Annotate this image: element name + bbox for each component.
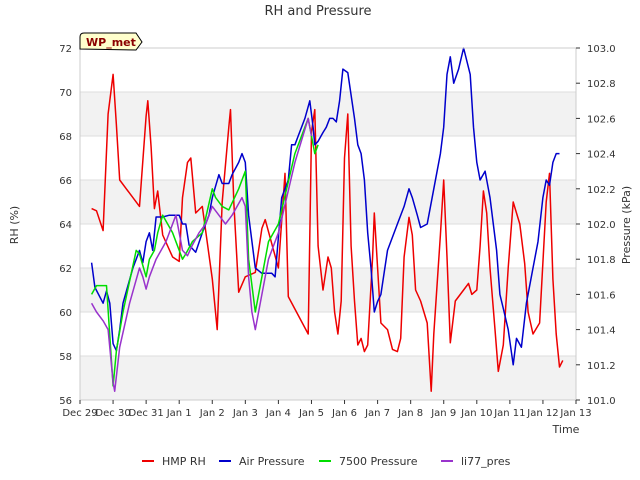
y2-tick-label: 101.0 [587,396,616,407]
y2-tick-label: 103.0 [587,44,616,55]
series-line-hmp-rh [91,73,564,392]
series-line-li77-pres [90,117,313,392]
series-line-air-pressure [90,47,560,366]
x-tick-label: Jan 12 [526,408,558,419]
series-lines [90,47,564,392]
y2-axis-ticks: 101.0 101.2 101.4 101.6 101.8 102.0 102.2 102.4… [576,44,616,407]
x-tick-label: Jan 9 [430,408,456,419]
x-tick-label: Jan 3 [232,408,258,419]
station-label: WP_met [86,36,136,49]
legend-label-li77-pres: li77_pres [461,455,511,468]
y-tick-label: 72 [59,44,72,55]
y-tick-label: 56 [59,396,72,407]
x-tick-label: Dec 31 [129,408,164,419]
y-tick-label: 66 [59,176,72,187]
y2-tick-label: 101.6 [587,290,616,301]
x-tick-label: Jan 10 [460,408,492,419]
y2-tick-label: 102.8 [587,79,616,90]
x-tick-label: Jan 1 [166,408,192,419]
legend: HMP RH Air Pressure 7500 Pressure li77_pres [142,455,511,468]
legend-label-hmp-rh: HMP RH [162,455,206,468]
legend-label-air-pressure: Air Pressure [239,455,305,468]
y2-axis-label: Pressure (kPa) [620,186,633,264]
y-tick-label: 68 [59,132,72,143]
y2-tick-label: 102.4 [587,150,616,161]
legend-label-7500-pressure: 7500 Pressure [339,455,418,468]
y2-tick-label: 101.2 [587,361,616,372]
x-tick-label: Jan 11 [493,408,525,419]
y2-tick-label: 101.8 [587,255,616,266]
y2-tick-label: 102.6 [587,114,616,125]
x-tick-label: Jan 6 [331,408,357,419]
y2-tick-label: 101.4 [587,326,616,337]
y-tick-label: 62 [59,264,72,275]
y-axis-label: RH (%) [8,206,21,244]
background-band [80,356,576,400]
station-label-box: WP_met [79,32,143,51]
y-tick-label: 58 [59,352,72,363]
x-axis-label: Time [552,423,580,436]
y-tick-label: 70 [59,88,72,99]
y2-tick-label: 102.0 [587,220,616,231]
x-tick-label: Jan 8 [397,408,423,419]
y-tick-label: 60 [59,308,72,319]
series-line-7500-pressure [90,117,319,387]
background-band [80,92,576,136]
y-axis-ticks: 56 58 60 62 64 66 68 70 72 [59,44,72,407]
x-tick-label: Dec 30 [95,408,130,419]
y2-tick-label: 102.2 [587,185,616,196]
chart-title: RH and Pressure [264,4,371,19]
x-tick-label: Jan 5 [298,408,324,419]
y-tick-label: 64 [59,220,72,231]
background-band [80,268,576,312]
station-label-shape [79,32,143,51]
x-tick-label: Jan 2 [199,408,225,419]
x-tick-label: Jan 7 [364,408,390,419]
x-tick-label: Jan 13 [559,408,591,419]
x-tick-label: Dec 29 [62,408,97,419]
background-bands [80,92,576,400]
x-tick-label: Jan 4 [265,408,291,419]
